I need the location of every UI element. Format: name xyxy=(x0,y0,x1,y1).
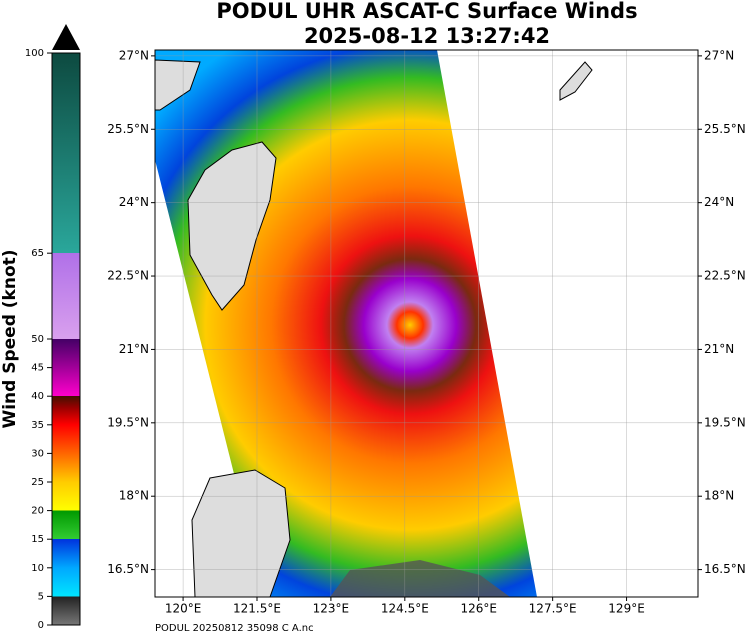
luzon xyxy=(191,469,291,597)
colorbar-tick-label: 5 xyxy=(38,591,44,602)
footer: PODUL 20250812 35098 C A.nc xyxy=(155,623,314,634)
y-tick-label: 25.5°N xyxy=(704,122,746,136)
taiwan xyxy=(187,141,277,311)
swath-low xyxy=(155,560,510,597)
colorbar-tick-label: 10 xyxy=(31,563,44,574)
okinawa xyxy=(559,61,593,101)
y-tick-label: 16.5°N xyxy=(107,562,149,576)
colorbar-tick-label: 20 xyxy=(31,506,44,517)
colorbar-tick-label: 50 xyxy=(31,334,44,345)
subtitle: 2025-08-12 13:27:42 xyxy=(304,24,550,48)
y-tick-label: 21°N xyxy=(704,342,734,356)
x-tick-label: 120°E xyxy=(165,602,202,616)
title: PODUL UHR ASCAT-C Surface Winds xyxy=(216,0,637,23)
y-tick-label: 19.5°N xyxy=(704,415,746,429)
x-tick-label: 129°E xyxy=(608,602,645,616)
map xyxy=(155,50,698,597)
y-tick-label: 16.5°N xyxy=(704,562,746,576)
map-frame xyxy=(154,49,699,598)
colorbar-tick-label: 35 xyxy=(31,420,44,431)
colorbar-tick-label: 100 xyxy=(25,48,44,59)
colorbar-tick-label: 40 xyxy=(31,391,44,402)
y-tick-label: 18°N xyxy=(704,489,734,503)
colorbar-tick-label: 0 xyxy=(38,620,44,631)
x-tick-label: 126°E xyxy=(460,602,497,616)
y-tick-label: 27°N xyxy=(704,48,734,62)
x-tick-label: 123°E xyxy=(313,602,350,616)
y-tick-label: 25.5°N xyxy=(107,122,149,136)
colorbar xyxy=(51,52,81,626)
y-tick-label: 21°N xyxy=(119,342,149,356)
colorbar-tick-label: 45 xyxy=(31,363,44,374)
y-tick-label: 27°N xyxy=(119,48,149,62)
x-tick-label: 121.5°E xyxy=(233,602,281,616)
y-tick-label: 22.5°N xyxy=(704,269,746,283)
y-tick-label: 18°N xyxy=(119,489,149,503)
colorbar-tick-label: 65 xyxy=(31,248,44,259)
china-coast xyxy=(155,59,201,111)
y-tick-label: 24°N xyxy=(704,195,734,209)
colorbar-extend xyxy=(52,24,80,50)
y-tick-label: 24°N xyxy=(119,195,149,209)
y-tick-label: 22.5°N xyxy=(107,269,149,283)
colorbar-label: Wind Speed (knot) xyxy=(0,249,20,428)
colorbar-tick-label: 30 xyxy=(31,448,44,459)
x-tick-label: 124.5°E xyxy=(381,602,429,616)
colorbar-tick-label: 15 xyxy=(31,534,44,545)
x-tick-label: 127.5°E xyxy=(529,602,577,616)
colorbar-tick-label: 25 xyxy=(31,477,44,488)
y-tick-label: 19.5°N xyxy=(107,415,149,429)
